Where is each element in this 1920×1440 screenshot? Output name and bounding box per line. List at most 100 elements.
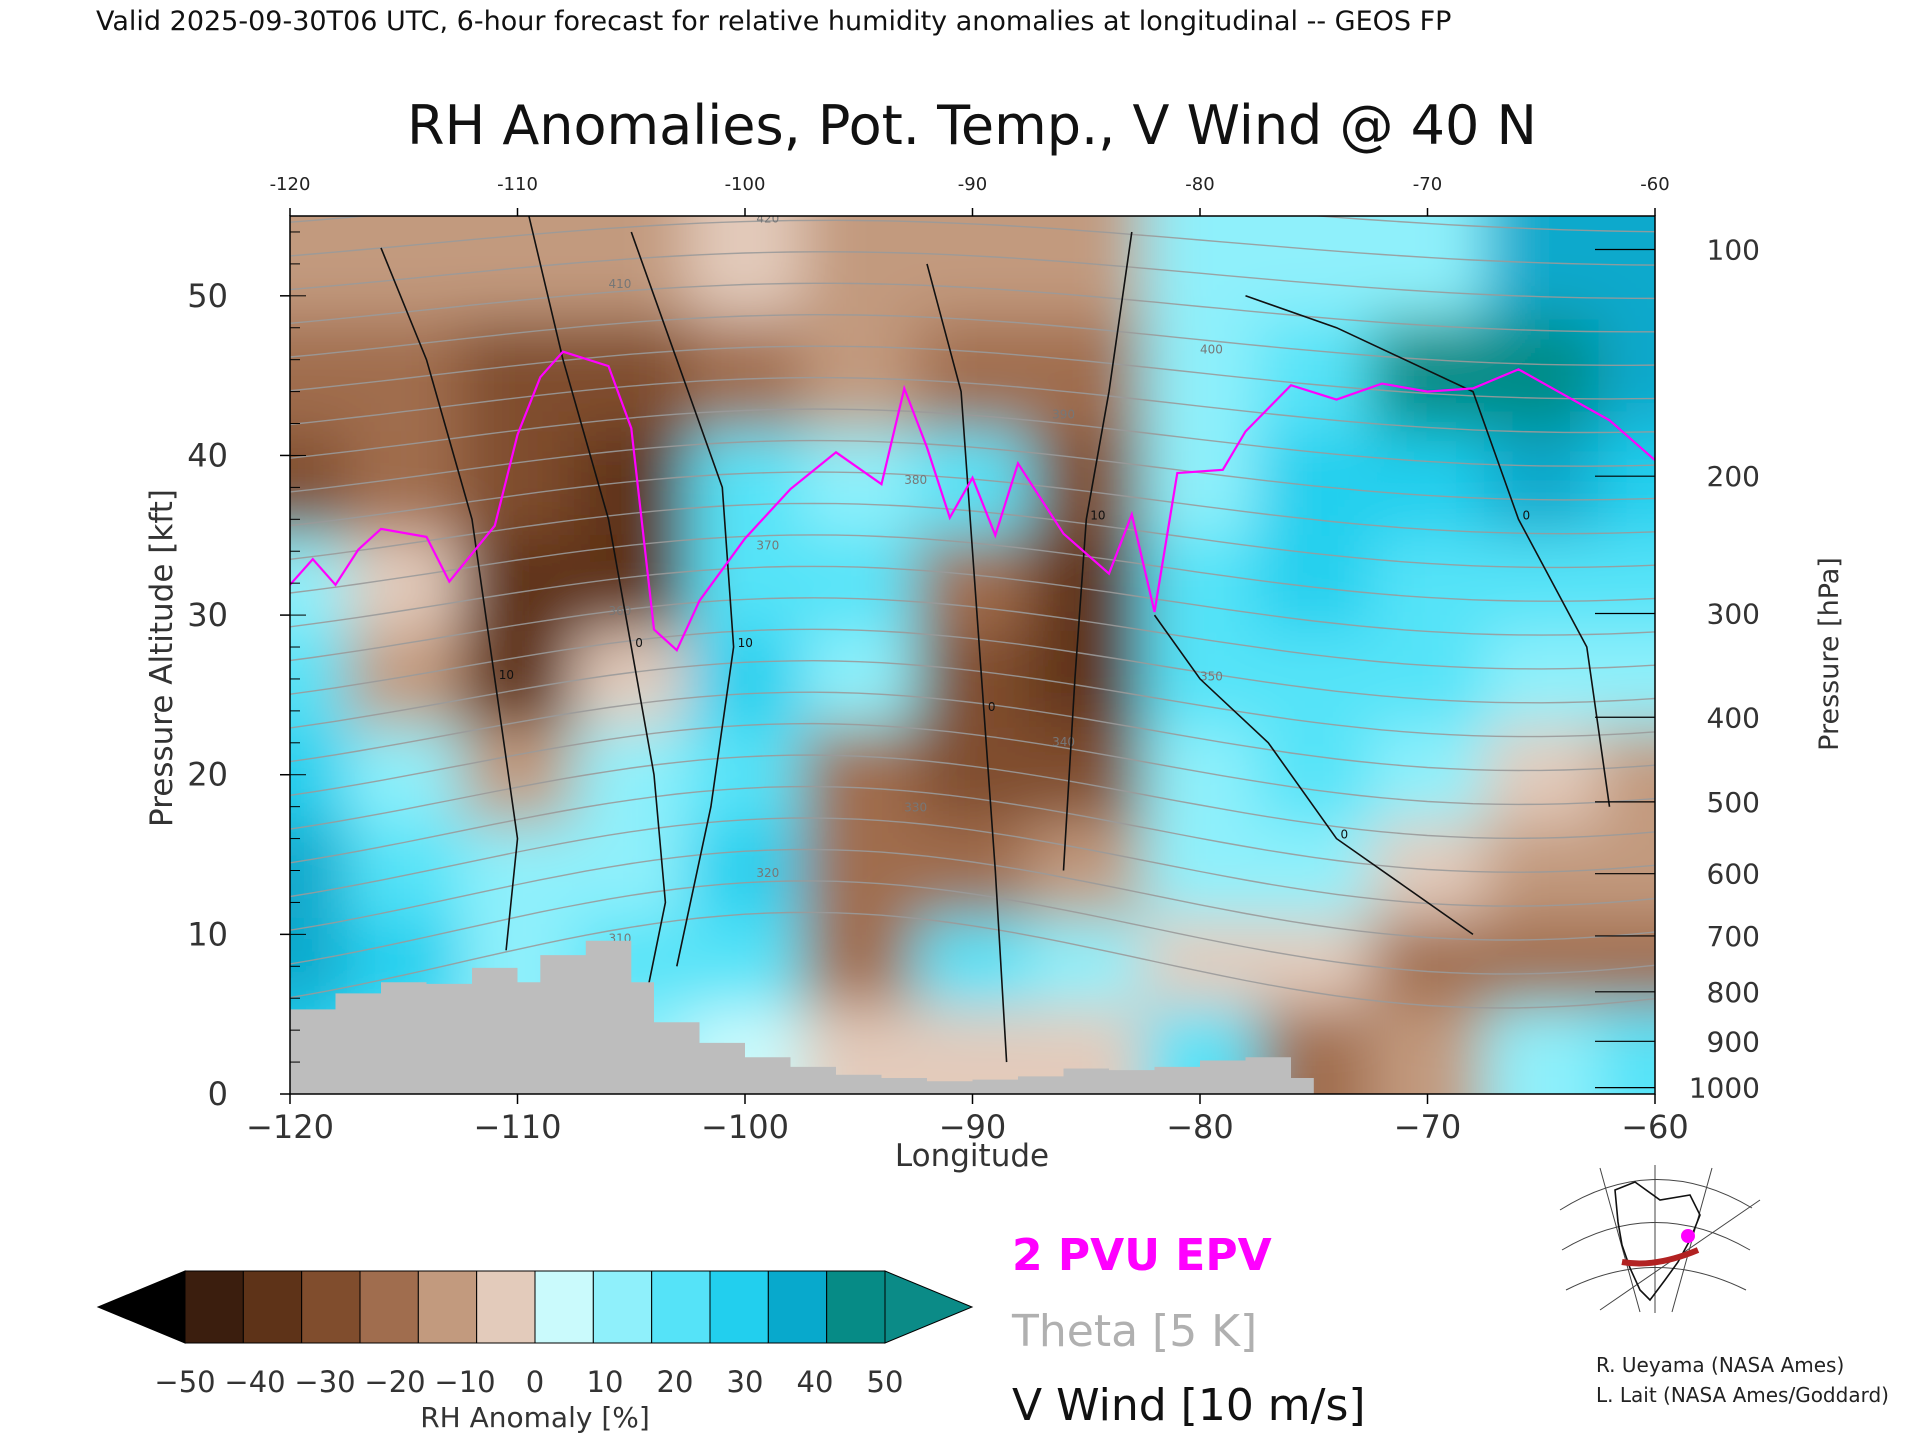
rh-cell [688, 431, 802, 536]
rh-cell [915, 726, 1030, 823]
rh-cell [1370, 1006, 1485, 1094]
rh-cell [1370, 631, 1485, 727]
rh-cell [688, 631, 802, 727]
rh-cell [915, 918, 1030, 1007]
theta-line [290, 880, 1655, 975]
rh-cell [1484, 216, 1599, 320]
rh-cell [688, 726, 802, 823]
x-tick-label-top: -110 [497, 174, 538, 195]
rh-cell [1598, 216, 1655, 320]
colorbar-swatch [301, 1270, 361, 1344]
rh-cell [1143, 726, 1257, 823]
rh-cell [1598, 431, 1655, 536]
rh-cell [1484, 431, 1599, 536]
v-wind-contours: 10 0 10 0 10 0 0 [380, 216, 1611, 1063]
rh-cell [460, 431, 575, 536]
theta-label: 380 [904, 473, 927, 487]
colorbar-swatch [651, 1270, 711, 1344]
v-wind-label: 0 [1341, 828, 1349, 842]
colorbar-tick-label: 20 [657, 1365, 694, 1399]
rh-cell [346, 631, 461, 727]
y-tick-label: 20 [187, 756, 228, 794]
colorbar-tick-label: 10 [587, 1365, 624, 1399]
theta-line [290, 439, 1655, 501]
theta-line [290, 565, 1655, 636]
terrain [290, 940, 1314, 1094]
rh-cell [346, 319, 461, 432]
theta-label: 400 [1200, 342, 1223, 356]
theta-line [290, 282, 1655, 333]
theta-line [290, 408, 1655, 467]
rh-cell [801, 216, 916, 320]
rh-cell [290, 216, 347, 320]
v-wind-label: 10 [738, 636, 753, 650]
rh-cell [1598, 1006, 1655, 1094]
v-wind-label: 0 [1523, 508, 1531, 522]
colorbar-over-arrow [884, 1270, 974, 1344]
colorbar-swatch [534, 1270, 594, 1344]
y-tick-label: 30 [187, 596, 228, 634]
rh-cell [688, 216, 802, 320]
colorbar-tick-label: −50 [154, 1365, 215, 1399]
theta-line [290, 848, 1655, 941]
theta-line [290, 376, 1655, 434]
theta-line [290, 628, 1655, 704]
x-tick-label: −80 [1166, 1108, 1234, 1146]
v-wind-contour [1153, 614, 1474, 936]
rh-cell [1143, 431, 1257, 536]
rh-cell [1256, 535, 1371, 632]
rh-cell [801, 918, 916, 1007]
rh-cell [1143, 822, 1257, 919]
rh-cell [801, 822, 916, 919]
theta-line [290, 251, 1655, 300]
colorbar-tick-label: 30 [727, 1365, 764, 1399]
theta-label: 410 [609, 277, 632, 291]
rh-cell [801, 319, 916, 432]
rh-cell [801, 631, 916, 727]
colorbar-label: RH Anomaly [%] [420, 1401, 650, 1434]
legend-theta: Theta [5 K] [1011, 1306, 1257, 1357]
y2-tick-label: 100 [1707, 234, 1760, 267]
rh-cell [290, 319, 347, 432]
terrain-fill [290, 940, 1314, 1094]
rh-cell [1370, 319, 1485, 432]
rh-cell [1598, 918, 1655, 1007]
theta-label: 320 [756, 866, 779, 880]
rh-cell [688, 535, 802, 632]
theta-label: 350 [1200, 670, 1223, 684]
rh-cell [346, 726, 461, 823]
v-wind-contour [380, 247, 519, 951]
rh-cell [1370, 431, 1485, 536]
rh-cell [1370, 918, 1485, 1007]
colorbar-tick-label: −20 [364, 1365, 425, 1399]
v-wind-contour [528, 216, 667, 1015]
colorbar: −50 −40 −30 −20 −10 0 10 20 30 40 50 [96, 1270, 974, 1399]
theta-label: 390 [1052, 408, 1075, 422]
v-wind-contour [926, 263, 1008, 1063]
rh-cell [290, 535, 347, 632]
rh-cell [1598, 535, 1655, 632]
colorbar-swatch [767, 1270, 828, 1344]
theta-line [290, 313, 1655, 366]
rh-cell [460, 631, 575, 727]
rh-cell [915, 1006, 1030, 1094]
rh-cell [915, 431, 1030, 536]
rh-cell [290, 631, 347, 727]
epv-line [290, 350, 1655, 653]
y-tick-label: 50 [187, 277, 228, 315]
colorbar-swatch [592, 1270, 653, 1344]
theta-line [290, 345, 1655, 400]
x-tick-label: −120 [246, 1108, 334, 1146]
credit-ueyama: R. Ueyama (NASA Ames) [1596, 1353, 1844, 1377]
y2-tick-label: 900 [1707, 1025, 1760, 1058]
v-wind-label: 0 [988, 700, 996, 714]
rh-cell [1598, 319, 1655, 432]
rh-cell [1484, 631, 1599, 727]
theta-line [290, 817, 1655, 907]
colorbar-swatch [826, 1270, 886, 1344]
rh-cell [1598, 631, 1655, 727]
theta-line [290, 691, 1655, 772]
theta-label: 330 [904, 800, 927, 814]
x-axis-label: Longitude [895, 1138, 1049, 1174]
